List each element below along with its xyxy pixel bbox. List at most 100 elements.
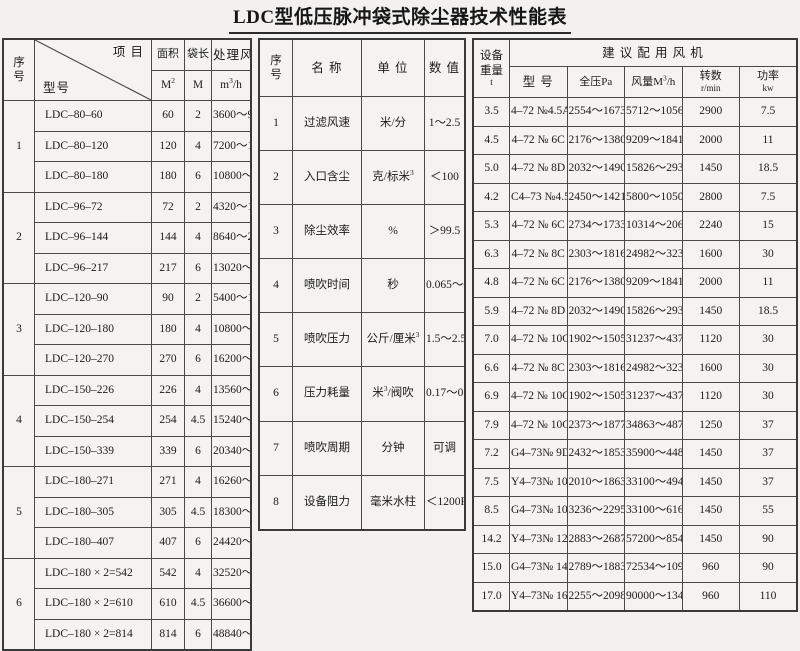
- fan-pressure-cell: 2176～1380: [566, 268, 625, 298]
- fan-rpm-cell: 1120: [681, 382, 740, 412]
- fan-power-cell: 30: [739, 325, 798, 355]
- header-seq: 序 号: [2, 38, 35, 101]
- param-name-cell: 压力耗量: [292, 366, 362, 422]
- bag-length-cell: 6: [184, 252, 212, 284]
- models-table-body: 1LDC–80–606023600～9000LDC–80–12012047200…: [2, 100, 252, 651]
- model-name-cell: LDC–150–254: [34, 405, 152, 437]
- equipment-weight-cell: 4.5: [472, 125, 510, 155]
- fan-rpm-cell: 1450: [681, 524, 740, 554]
- equipment-weight-cell: 5.0: [472, 154, 510, 184]
- models-table-head: 序 号 项 目 型号 面积 袋长 处理风量 M2: [2, 38, 252, 101]
- bag-length-cell: 4.5: [184, 496, 212, 528]
- header-seq-line1: 序: [13, 56, 25, 69]
- fan-header-weight-line2: 重量: [480, 64, 503, 77]
- bag-length-cell: 4.5: [184, 405, 212, 437]
- bag-length-cell: 2: [184, 100, 212, 132]
- fan-power-cell: 15: [739, 211, 798, 241]
- fan-airflow-cell: 72534～109970: [624, 553, 683, 583]
- param-unit-cell: 米/分: [361, 95, 425, 152]
- filter-area-cell: 407: [151, 527, 185, 559]
- fans-header-row-top: 设备 重量 t 建 议 配 用 风 机: [472, 38, 798, 98]
- table-row: 5 喷吹压力 公斤/厘米3 1.5～2.5: [258, 312, 466, 368]
- fan-power-cell: 55: [739, 496, 798, 526]
- fan-header-pressure: 全压Pa: [566, 66, 625, 98]
- fan-header-power-text: 功率: [757, 70, 779, 82]
- fan-airflow-cell: 15826～29344: [624, 296, 683, 326]
- fan-power-cell: 18.5: [739, 296, 798, 326]
- fan-header-rpm-unit: r/min: [701, 83, 721, 94]
- model-group-seq: 4: [2, 374, 35, 467]
- fan-airflow-cell: 35900～44800: [624, 439, 683, 469]
- fan-power-cell: 30: [739, 239, 798, 269]
- air-volume-cell: 13020～32550: [211, 252, 252, 284]
- param-value-cell: 0.065～0.085: [424, 258, 466, 314]
- header-flow-unit-sup: 3: [229, 75, 233, 85]
- air-volume-cell: 32520～81300: [211, 557, 252, 589]
- filter-area-cell: 144: [151, 222, 185, 254]
- fan-pressure-cell: 2734～1733: [566, 211, 625, 241]
- bag-length-cell: 4.5: [184, 588, 212, 620]
- fan-header-power-unit: kw: [762, 83, 774, 94]
- fan-pressure-cell: 2032～1490: [566, 154, 625, 184]
- fan-airflow-cell: 24982～32380: [624, 239, 683, 269]
- fan-pressure-cell: 2303～1816: [566, 239, 625, 269]
- param-header-name: 名 称: [292, 38, 362, 97]
- equipment-weight-cell: 7.9: [472, 410, 510, 440]
- equipment-weight-cell: 6.3: [472, 239, 510, 269]
- model-group-seq: 1: [2, 100, 35, 193]
- filter-area-cell: 814: [151, 618, 185, 651]
- model-name-cell: LDC–180–271: [34, 466, 152, 498]
- filter-area-cell: 271: [151, 466, 185, 498]
- model-group-seq: 5: [2, 466, 35, 559]
- fan-model-cell: Y4–73№ 12D: [509, 524, 568, 554]
- fan-model-cell: Y4–73№ 10D: [509, 467, 568, 497]
- equipment-weight-cell: 5.3: [472, 211, 510, 241]
- filter-area-cell: 180: [151, 161, 185, 193]
- fan-model-cell: G4–73№ 9D: [509, 439, 568, 469]
- equipment-weight-cell: 7.0: [472, 325, 510, 355]
- equipment-weight-cell: 4.8: [472, 268, 510, 298]
- parameters-table-head: 序 号 名 称 单 位 数 值: [258, 38, 466, 97]
- fan-pressure-cell: 2554～1673: [566, 97, 625, 127]
- param-unit-sup: 3: [409, 168, 414, 178]
- fan-header-weight: 设备 重量 t: [472, 38, 510, 98]
- header-flow-unit-tail: /h: [232, 78, 242, 91]
- bag-length-cell: 2: [184, 283, 212, 315]
- fan-power-cell: 18.5: [739, 154, 798, 184]
- fan-airflow-cell: 31237～43722: [624, 325, 683, 355]
- param-name-cell: 喷吹时间: [292, 258, 362, 314]
- filter-area-cell: 120: [151, 130, 185, 162]
- fan-pressure-cell: 1902～1505: [566, 382, 625, 412]
- fan-header-flow-tail: /h: [666, 75, 676, 88]
- filter-area-cell: 226: [151, 374, 185, 406]
- fan-pressure-cell: 2432～1853: [566, 439, 625, 469]
- tables-area: 序 号 项 目 型号 面积 袋长 处理风量 M2: [0, 38, 800, 651]
- bag-length-cell: 4: [184, 313, 212, 345]
- model-name-cell: LDC–150–226: [34, 374, 152, 406]
- equipment-weight-cell: 6.6: [472, 353, 510, 383]
- fan-rpm-cell: 1450: [681, 467, 740, 497]
- fan-header-model: 型 号: [509, 66, 568, 98]
- fan-header-flow-sup: 3: [662, 73, 667, 83]
- header-bag-length: 袋长: [184, 38, 212, 71]
- fan-power-cell: 11: [739, 125, 798, 155]
- fan-airflow-cell: 5712～10560: [624, 97, 683, 127]
- fan-model-cell: G4–73№ 10D: [509, 496, 568, 526]
- equipment-weight-cell: 6.9: [472, 382, 510, 412]
- fan-rpm-cell: 1450: [681, 439, 740, 469]
- fan-power-cell: 7.5: [739, 182, 798, 212]
- param-unit-cell: 分钟: [361, 420, 425, 476]
